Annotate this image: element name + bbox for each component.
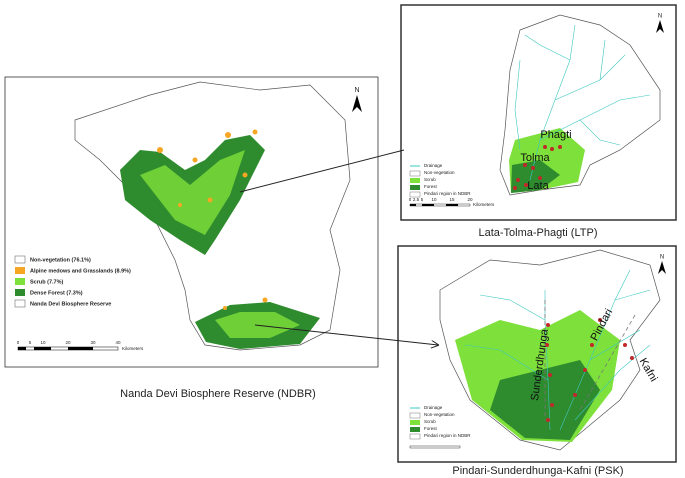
legend-label: Alpine medows and Grasslands (8.9%) [30,268,131,274]
scale-label: 0 [17,340,20,345]
legend-label: Forest [424,184,438,189]
ndbr-legend: Non-vegetation (76.1%) Alpine medows and… [14,255,131,307]
north-label: N [660,255,664,261]
legend-label: Scrub [424,177,436,182]
north-arrow [658,261,666,274]
scale-label: 20 [65,340,71,345]
scale-label: Kilometers [122,346,144,351]
north-label: N [658,14,662,20]
legend-label: Drainage [424,163,443,168]
scale-label: 10 [40,340,46,345]
connector [239,149,405,193]
drainage [514,24,651,181]
place-label: Phagti [540,129,571,141]
north-arrow [352,95,362,112]
legend-label: Scrub [424,419,436,424]
alpine-patches [157,129,268,310]
legend-label: Scrub (7.7%) [30,279,63,285]
scale-label: 20 [467,197,473,202]
legend-label: Pindari region in NDBR [424,433,471,438]
legend-label: Pindari region in NDBR [424,191,471,196]
sites [513,145,562,190]
ltp-scale: 0 2.5 5 10 15 20 Kilometers [409,197,495,207]
caption: Lata-Tolma-Phagti (LTP) [478,227,597,239]
scale-label: Kilometers [473,202,495,207]
scale-label: 0 [409,197,412,202]
scale-bar [409,445,461,449]
psk-legend: Drainage Non-vegetation Scrub Forest Pin… [409,405,471,440]
scale-label: 5 [421,197,424,202]
transect [579,314,636,411]
legend-label: Nanda Devi Biosphere Reserve [30,301,111,307]
caption: Nanda Devi Biosphere Reserve (NDBR) [120,388,316,400]
place-label: Lata [527,180,549,192]
legend-label: Drainage [424,405,443,410]
legend-label: Non-vegetation (76.1%) [30,257,91,263]
legend-label: Dense Forest (7.3%) [30,290,83,296]
forest-area [511,160,560,193]
scale-label: 10 [431,197,437,202]
connector [254,324,438,345]
legend-label: Non-vegetation [424,170,455,175]
scale-label: 30 [90,340,96,345]
north-label: N [354,87,359,94]
north-arrow [656,20,664,33]
legend-label: Forest [424,426,438,431]
place-label: Tolma [520,152,550,164]
sites [545,318,634,422]
scale-label: 40 [115,340,121,345]
scrub-area [140,150,245,235]
legend-label: Non-vegetation [424,412,455,417]
scale-label: 5 [29,340,32,345]
caption: Pindari-Sunderdhunga-Kafni (PSK) [452,465,623,477]
ndbr-scale: 0 5 10 20 30 40 Kilometers [17,340,144,351]
ltp-legend: Drainage Non-vegetation Scrub Forest Pin… [409,163,471,198]
scale-label: 15 [449,197,455,202]
scale-label: 2.5 [413,197,420,202]
